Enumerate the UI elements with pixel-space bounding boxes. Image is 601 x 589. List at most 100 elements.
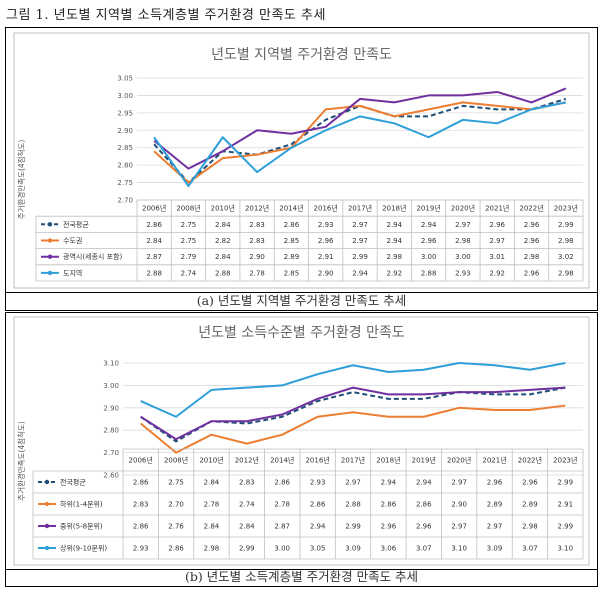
income-y-tick-label: 2.60 — [103, 472, 119, 480]
income-data-label: 2.94 — [416, 479, 432, 487]
region-data-label: 2.98 — [558, 237, 574, 245]
region-legend-entry-0: 전국평균 — [63, 220, 89, 229]
chart-panel-region: 년도별 지역별 주거환경 만족도 주거환경만족도(4점척도) 2.70 2.75 2.8… — [5, 27, 598, 293]
region-data-label: 2.97 — [455, 221, 471, 229]
region-data-label: 2.75 — [181, 237, 197, 245]
income-data-label: 2.88 — [345, 501, 361, 509]
region-x-tick-label: 2008년 — [176, 204, 200, 213]
income-data-label: 2.97 — [451, 479, 467, 487]
income-data-label: 2.94 — [381, 479, 397, 487]
income-data-label: 2.98 — [522, 523, 538, 531]
income-legend-entry-3: 상위(9-10분위) — [60, 544, 107, 553]
region-x-tick-label: 2012년 — [245, 204, 269, 213]
income-data-label: 3.09 — [487, 545, 503, 553]
income-data-label: 3.07 — [416, 545, 432, 553]
income-data-label: 3.10 — [451, 545, 467, 553]
region-y-tick-label: 3.05 — [117, 75, 133, 83]
region-data-label: 2.86 — [284, 221, 300, 229]
chart-caption-income: (b) 년도별 소득계층별 주거환경 만족도 추세 — [5, 568, 598, 587]
income-data-label: 3.06 — [381, 545, 397, 553]
income-legend-entry-1: 하위(1-4분위) — [60, 500, 103, 509]
income-data-label: 2.96 — [487, 479, 503, 487]
region-data-label: 2.92 — [489, 269, 505, 277]
region-data-label: 2.75 — [181, 221, 197, 229]
region-data-label: 2.97 — [352, 221, 368, 229]
region-data-label: 2.78 — [249, 269, 265, 277]
income-data-label: 2.99 — [345, 523, 361, 531]
income-legend-marker-2 — [44, 523, 50, 529]
income-x-tick-label: 2020년 — [447, 456, 471, 465]
income-data-label: 2.93 — [310, 479, 326, 487]
income-data-label: 2.97 — [451, 523, 467, 531]
region-data-label: 2.90 — [318, 269, 334, 277]
region-data-label: 2.88 — [215, 269, 231, 277]
income-data-label: 2.96 — [522, 479, 538, 487]
region-y-tick-label: 2.90 — [117, 127, 133, 135]
region-data-label: 2.99 — [558, 221, 574, 229]
income-x-tick-label: 2008년 — [164, 456, 188, 465]
region-data-label: 2.96 — [489, 221, 505, 229]
region-series-line-3 — [153, 101, 567, 188]
income-data-label: 2.96 — [381, 523, 397, 531]
income-x-tick-label: 2016년 — [305, 456, 329, 465]
income-data-label: 2.86 — [381, 501, 397, 509]
income-data-label: 3.10 — [558, 545, 574, 553]
income-x-tick-label: 2019년 — [412, 456, 436, 465]
region-legend-entry-2: 광역시(세종시 포함) — [63, 252, 122, 261]
region-data-label: 2.96 — [524, 237, 540, 245]
income-y-tick-label: 3.00 — [103, 382, 119, 390]
income-data-label: 2.86 — [168, 545, 184, 553]
region-data-label: 2.94 — [387, 221, 403, 229]
region-data-label: 2.92 — [387, 269, 403, 277]
region-x-tick-label: 2021년 — [485, 204, 509, 213]
region-x-tick-label: 2010년 — [211, 204, 235, 213]
income-data-label: 2.97 — [487, 523, 503, 531]
region-y-tick-label: 2.85 — [117, 144, 133, 152]
chart-panel-income: 년도별 소득수준별 주거환경 만족도 주거환경만족도(4점척도) 2.60 2.70 2… — [5, 312, 598, 570]
income-data-label: 2.89 — [522, 501, 538, 509]
region-y-tick-label: 2.95 — [117, 109, 133, 117]
income-data-label: 2.76 — [168, 523, 184, 531]
region-data-label: 2.96 — [421, 237, 437, 245]
income-data-label: 3.00 — [274, 545, 290, 553]
income-y-tick-label: 2.70 — [103, 449, 119, 457]
region-legend-entry-3: 도지역 — [63, 268, 82, 277]
income-data-label: 2.86 — [416, 501, 432, 509]
region-data-label: 2.84 — [146, 237, 162, 245]
income-y-tick-label: 3.10 — [103, 360, 119, 368]
income-series-line-2 — [140, 386, 566, 441]
income-data-label: 3.09 — [345, 545, 361, 553]
region-x-tick-label: 2016년 — [314, 204, 338, 213]
region-series-line-0 — [153, 97, 567, 184]
income-legend-marker-3 — [44, 545, 50, 551]
region-data-label: 2.88 — [146, 269, 162, 277]
income-data-label: 2.98 — [204, 545, 220, 553]
income-chart-title: 년도별 소득수준별 주거환경 만족도 — [198, 325, 405, 341]
region-x-tick-label: 2018년 — [382, 204, 406, 213]
income-y-tick-label: 2.90 — [103, 404, 119, 412]
income-data-label: 2.84 — [239, 523, 255, 531]
income-data-label: 2.78 — [204, 501, 220, 509]
region-data-label: 2.83 — [249, 221, 265, 229]
region-data-label: 2.91 — [318, 253, 334, 261]
region-data-label: 2.79 — [181, 253, 197, 261]
region-series-line-1 — [153, 101, 567, 184]
region-y-tick-label: 3.00 — [117, 92, 133, 100]
region-y-axis-label: 주거환경만족도(4점척도) — [16, 140, 26, 220]
income-data-label: 2.74 — [239, 501, 255, 509]
income-data-label: 2.99 — [239, 545, 255, 553]
income-data-label: 2.99 — [558, 479, 574, 487]
region-x-tick-label: 2014년 — [279, 204, 303, 213]
region-data-label: 2.86 — [146, 221, 162, 229]
region-data-label: 3.02 — [558, 253, 574, 261]
income-legend-entry-0: 전국평균 — [60, 478, 86, 487]
income-data-label: 2.86 — [133, 479, 149, 487]
income-legend-marker-0 — [44, 479, 50, 485]
region-data-label: 2.97 — [489, 237, 505, 245]
region-data-label: 2.94 — [421, 221, 437, 229]
region-legend-marker-3 — [47, 270, 53, 276]
income-x-tick-label: 2021년 — [482, 456, 506, 465]
region-legend-entry-1: 수도권 — [63, 237, 82, 245]
region-data-label: 2.97 — [352, 237, 368, 245]
